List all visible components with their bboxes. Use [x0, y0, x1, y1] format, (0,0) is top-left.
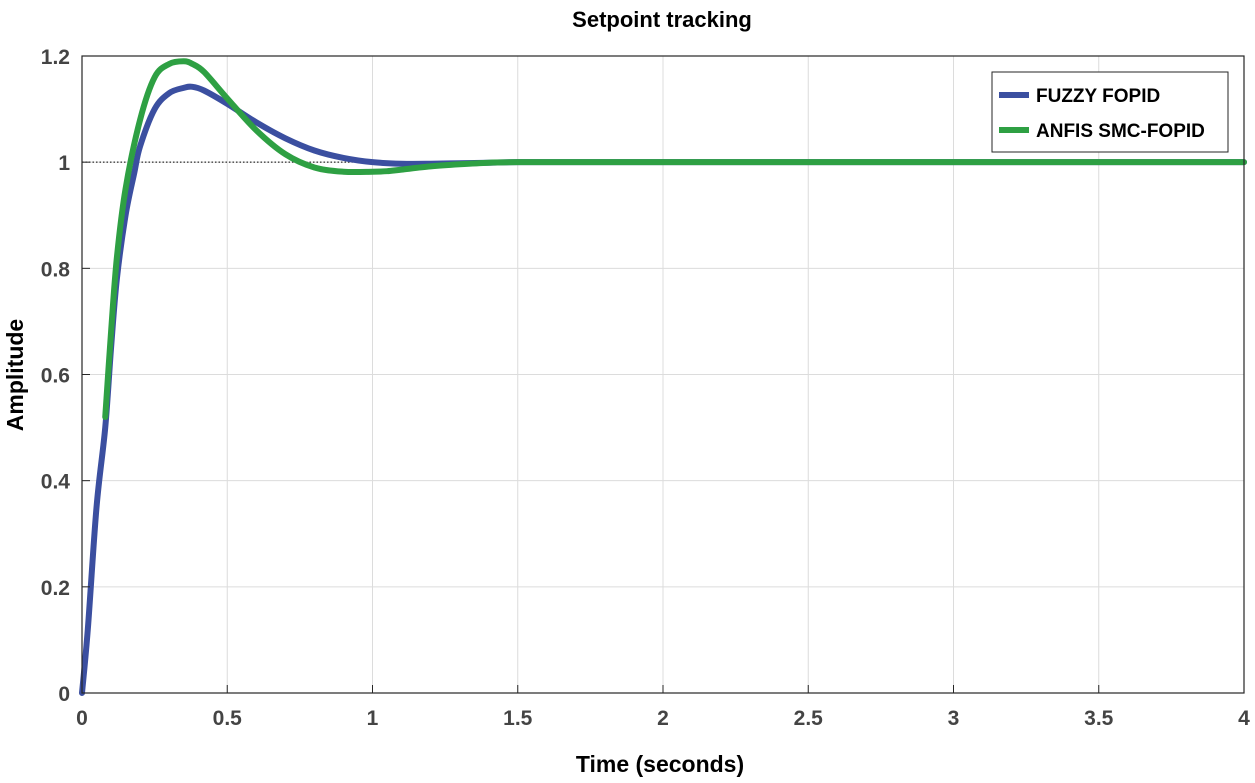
chart-title: Setpoint tracking [572, 7, 752, 32]
series-layer [79, 58, 1247, 696]
x-tick-label: 3 [948, 707, 960, 730]
x-axis-label: Time (seconds) [576, 751, 744, 777]
x-tick-label: 1.5 [503, 707, 533, 730]
ticks: 0 0.5 1 1.5 2 2.5 3 3.5 4 0 0.2 0.4 0.6 0.8 1 1.2 [41, 46, 1250, 730]
x-tick-label: 3.5 [1084, 707, 1114, 730]
x-tick-label: 0.5 [213, 707, 243, 730]
x-tick-label: 4 [1238, 707, 1250, 730]
y-axis-label: Amplitude [2, 319, 28, 431]
y-tick-label: 0.8 [41, 258, 71, 281]
y-tick-label: 0 [58, 683, 70, 706]
legend-box [991, 71, 1229, 153]
legend-label-anfis-smc-fopid: ANFIS SMC-FOPID [1036, 121, 1205, 142]
y-tick-label: 0.2 [41, 577, 70, 600]
x-tick-label: 2.5 [794, 707, 824, 730]
y-tick-label: 0.4 [41, 471, 71, 494]
legend-label-fuzzy-fopid: FUZZY FOPID [1036, 86, 1160, 107]
y-tick-label: 0.6 [41, 365, 70, 388]
legend: FUZZY FOPID ANFIS SMC-FOPID [991, 71, 1229, 153]
y-tick-label: 1 [58, 152, 70, 175]
x-tick-label: 0 [76, 707, 88, 730]
x-tick-label: 2 [657, 707, 669, 730]
y-tick-label: 1.2 [41, 46, 70, 69]
series-line-anfis-smc-fopid [102, 58, 1247, 420]
x-tick-label: 1 [367, 707, 379, 730]
